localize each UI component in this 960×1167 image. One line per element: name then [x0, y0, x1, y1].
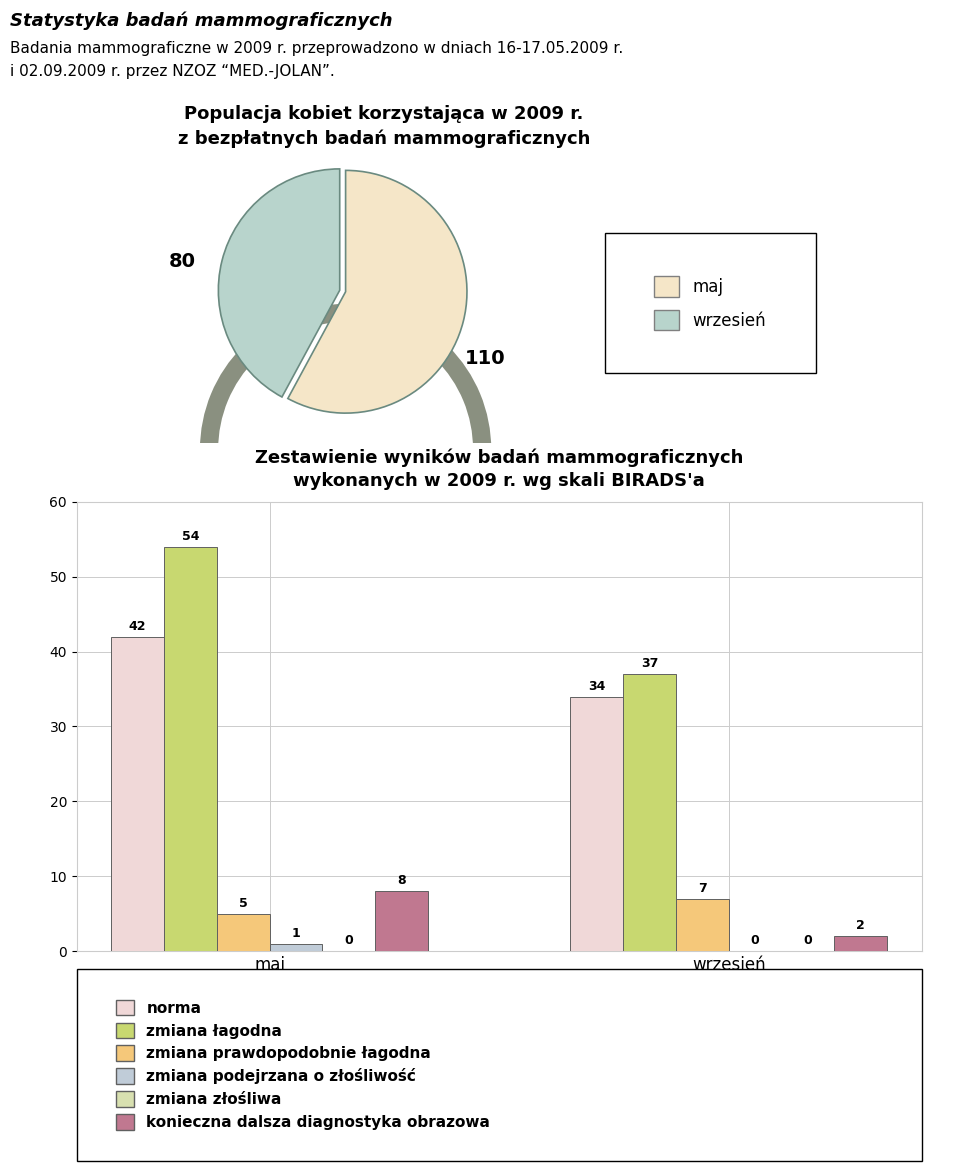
Text: z bezpłatnych badań mammograficznych: z bezpłatnych badań mammograficznych	[178, 130, 590, 148]
Text: Populacja kobiet korzystająca w 2009 r.: Populacja kobiet korzystająca w 2009 r.	[184, 105, 584, 123]
Bar	[270, 944, 323, 951]
Text: 2: 2	[856, 920, 865, 932]
Text: 0: 0	[804, 935, 812, 948]
Text: 54: 54	[181, 530, 199, 543]
Text: Badania mammograficzne w 2009 r. przeprowadzono w dniach 16-17.05.2009 r.: Badania mammograficzne w 2009 r. przepro…	[10, 41, 623, 56]
FancyBboxPatch shape	[605, 233, 816, 373]
Wedge shape	[288, 170, 467, 413]
Text: wykonanych w 2009 r. wg skali BIRADS'a: wykonanych w 2009 r. wg skali BIRADS'a	[294, 473, 705, 490]
Bar	[570, 697, 623, 951]
Bar	[676, 899, 729, 951]
Bar	[217, 914, 270, 951]
Text: 8: 8	[397, 874, 406, 887]
Text: 5: 5	[239, 897, 248, 910]
Text: 1: 1	[292, 927, 300, 939]
Wedge shape	[200, 303, 492, 595]
Text: 34: 34	[588, 679, 606, 693]
Bar	[623, 675, 676, 951]
Text: Statystyka badań mammograficznych: Statystyka badań mammograficznych	[10, 12, 393, 30]
Text: 37: 37	[641, 657, 659, 670]
Text: 0: 0	[345, 935, 353, 948]
Bar	[375, 892, 428, 951]
Text: Zestawienie wyników badań mammograficznych: Zestawienie wyników badań mammograficzny…	[255, 448, 743, 467]
Bar	[164, 546, 217, 951]
FancyBboxPatch shape	[77, 969, 922, 1161]
Text: 110: 110	[465, 349, 506, 368]
Legend: maj, wrzesień: maj, wrzesień	[648, 270, 773, 337]
Text: 80: 80	[168, 252, 195, 271]
Wedge shape	[218, 169, 340, 397]
Legend: norma, zmiana łagodna, zmiana prawdopodobnie łagodna, zmiana podejrzana o złośli: norma, zmiana łagodna, zmiana prawdopodo…	[109, 993, 496, 1137]
Bar	[834, 936, 887, 951]
Text: 0: 0	[751, 935, 759, 948]
Text: i 02.09.2009 r. przez NZOZ “MED.-JOLAN”.: i 02.09.2009 r. przez NZOZ “MED.-JOLAN”.	[10, 64, 334, 79]
Text: 7: 7	[698, 882, 707, 895]
Bar	[111, 636, 164, 951]
Text: 42: 42	[129, 620, 146, 633]
